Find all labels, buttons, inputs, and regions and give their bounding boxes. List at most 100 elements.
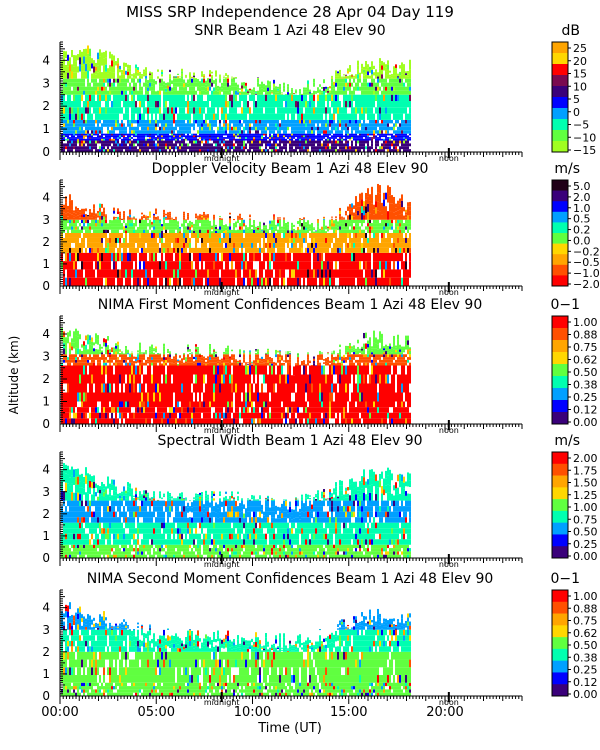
heatmap-cell <box>231 126 233 131</box>
heatmap-cell <box>211 130 213 134</box>
heatmap-cell <box>313 94 315 102</box>
heatmap-cell <box>327 126 329 131</box>
heatmap-cell <box>177 149 179 152</box>
heatmap-cell <box>381 113 383 120</box>
heatmap-cell <box>185 237 187 243</box>
heatmap-cell <box>197 146 199 150</box>
heatmap-cell <box>97 94 99 102</box>
heatmap-cell <box>75 107 77 114</box>
heatmap-cell <box>229 269 231 278</box>
heatmap-cell <box>351 130 353 134</box>
heatmap-cell <box>61 205 63 209</box>
heatmap-cell <box>143 214 145 217</box>
heatmap-cell <box>123 211 125 214</box>
heatmap-cell <box>383 94 385 102</box>
heatmap-cell <box>401 143 403 147</box>
heatmap-cell <box>207 226 209 230</box>
heatmap-cell <box>89 123 91 127</box>
heatmap-cell <box>393 66 395 70</box>
heatmap-cell <box>129 242 131 248</box>
heatmap-cell <box>77 277 79 286</box>
heatmap-cell <box>61 149 63 152</box>
heatmap-cell <box>227 75 229 77</box>
heatmap-cell <box>287 107 289 114</box>
heatmap-cell <box>153 247 155 253</box>
heatmap-cell <box>281 94 283 102</box>
heatmap-cell <box>209 86 211 91</box>
heatmap-cell <box>291 140 293 144</box>
heatmap-cell <box>167 137 169 139</box>
heatmap-cell <box>241 219 243 220</box>
heatmap-cell <box>195 252 197 262</box>
heatmap-cell <box>67 54 69 61</box>
heatmap-cell <box>255 228 257 230</box>
heatmap-cell <box>117 252 119 262</box>
heatmap-cell <box>183 252 185 262</box>
heatmap-cell <box>307 87 309 92</box>
heatmap-cell <box>113 135 115 138</box>
heatmap-cell <box>221 130 223 134</box>
heatmap-cell <box>141 229 143 233</box>
heatmap-cell <box>185 126 187 131</box>
heatmap-cell <box>133 226 135 230</box>
heatmap-cell <box>383 146 385 150</box>
heatmap-cell <box>251 146 253 150</box>
heatmap-cell <box>407 146 409 150</box>
heatmap-cell <box>371 143 373 147</box>
heatmap-cell <box>329 146 331 150</box>
heatmap-cell <box>359 107 361 114</box>
heatmap-cell <box>117 208 119 212</box>
heatmap-cell <box>379 68 381 74</box>
heatmap-cell <box>201 269 203 278</box>
heatmap-cell <box>71 233 73 238</box>
heatmap-cell <box>97 86 99 91</box>
heatmap-cell <box>203 78 205 83</box>
heatmap-cell <box>257 135 259 138</box>
heatmap-cell <box>229 242 231 248</box>
heatmap-cell <box>89 237 91 243</box>
heatmap-cell <box>377 133 379 136</box>
heatmap-cell <box>317 133 319 136</box>
heatmap-cell <box>105 218 107 220</box>
heatmap-cell <box>111 135 113 138</box>
heatmap-cell <box>85 233 87 238</box>
heatmap-cell <box>203 90 205 95</box>
heatmap-cell <box>97 210 99 214</box>
heatmap-cell <box>209 137 211 139</box>
heatmap-cell <box>151 101 153 108</box>
heatmap-cell <box>121 86 123 91</box>
heatmap-cell <box>347 126 349 131</box>
heatmap-cell <box>309 138 311 141</box>
heatmap-cell <box>159 137 161 139</box>
heatmap-cell <box>325 123 327 127</box>
heatmap-cell <box>285 138 287 141</box>
heatmap-cell <box>111 130 113 134</box>
heatmap-cell <box>119 217 121 220</box>
heatmap-cell <box>305 138 307 141</box>
heatmap-cell <box>151 107 153 114</box>
heatmap-cell <box>87 133 89 136</box>
heatmap-cell <box>69 277 71 286</box>
heatmap-cell <box>373 78 375 83</box>
heatmap-cell <box>353 126 355 131</box>
heatmap-cell <box>271 94 273 102</box>
heatmap-cell <box>169 213 171 216</box>
heatmap-cell <box>143 69 145 72</box>
heatmap-cell <box>75 277 77 286</box>
heatmap-cell <box>75 78 77 83</box>
heatmap-cell <box>225 137 227 139</box>
heatmap-cell <box>203 82 205 87</box>
heatmap-cell <box>89 113 91 120</box>
heatmap-cell <box>79 212 81 215</box>
heatmap-cell <box>197 261 199 270</box>
heatmap-cell <box>67 146 69 150</box>
heatmap-cell <box>121 140 123 144</box>
heatmap-cell <box>123 247 125 253</box>
heatmap-cell <box>237 92 239 95</box>
heatmap-cell <box>121 119 123 124</box>
heatmap-cell <box>83 237 85 243</box>
heatmap-cell <box>151 86 153 91</box>
heatmap-cell <box>321 130 323 134</box>
heatmap-cell <box>199 217 201 219</box>
heatmap-cell <box>233 149 235 152</box>
